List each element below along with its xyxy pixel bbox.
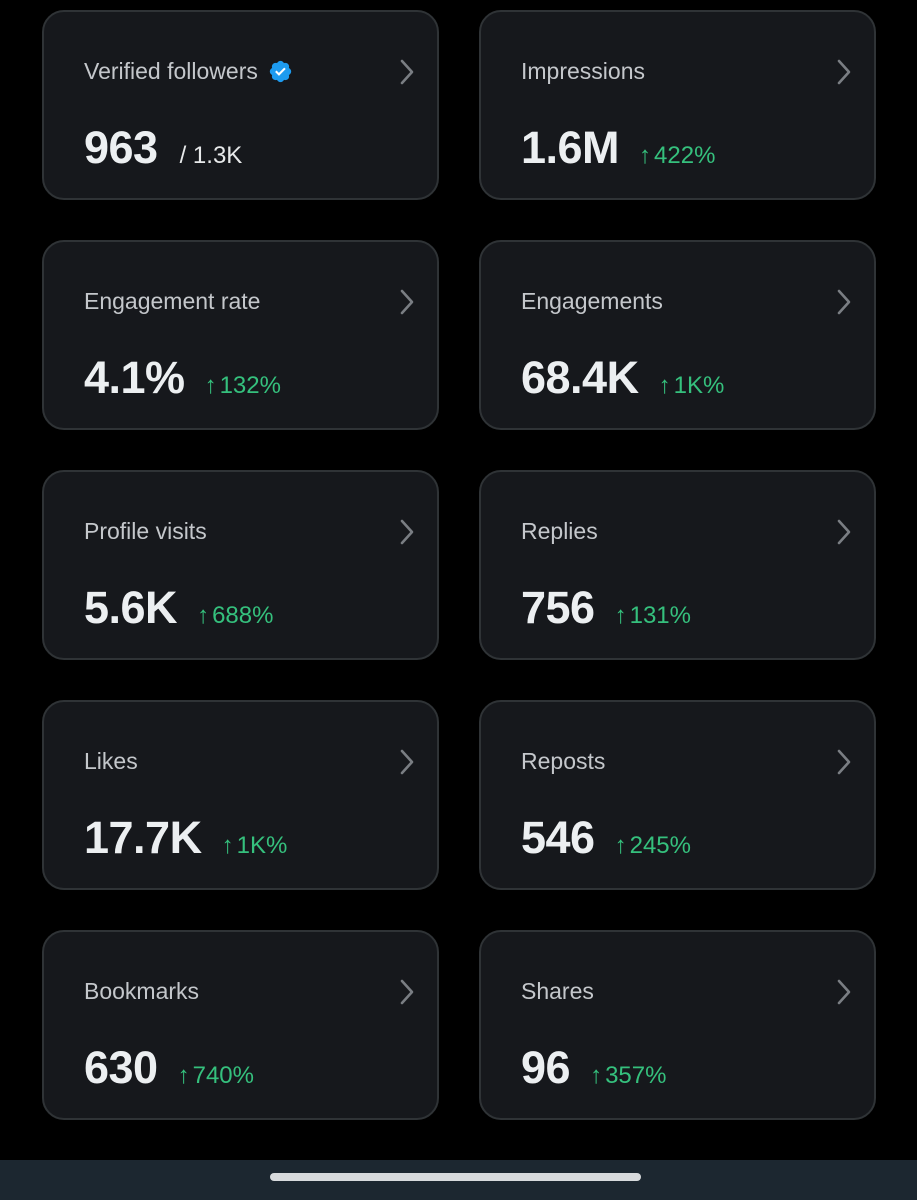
card-reposts[interactable]: Reposts 546 ↑ 245%	[479, 700, 876, 890]
card-title: Shares	[521, 978, 594, 1005]
card-title: Impressions	[521, 58, 645, 85]
home-indicator[interactable]	[270, 1173, 641, 1181]
arrow-up-icon: ↑	[639, 142, 652, 169]
arrow-up-icon: ↑	[590, 1062, 603, 1089]
card-value-row: 68.4K ↑ 1K%	[521, 352, 724, 404]
card-value: 68.4K	[521, 352, 639, 403]
card-value: 17.7K	[84, 812, 202, 863]
card-value-row: 1.6M ↑ 422%	[521, 122, 715, 174]
card-title-label: Profile visits	[84, 518, 207, 544]
card-likes[interactable]: Likes 17.7K ↑ 1K%	[42, 700, 439, 890]
card-change-value: 1K%	[673, 372, 725, 399]
card-value: 5.6K	[84, 582, 178, 633]
card-title-label: Replies	[521, 518, 598, 544]
card-change-value: 422%	[654, 142, 716, 169]
card-title-label: Reposts	[521, 748, 606, 774]
chevron-right-icon	[397, 748, 417, 776]
card-title-label: Bookmarks	[84, 978, 200, 1004]
card-value-row: 756 ↑ 131%	[521, 582, 691, 634]
card-title-label: Engagements	[521, 288, 663, 314]
card-change: ↑ 245%	[615, 832, 691, 860]
card-title: Engagements	[521, 288, 663, 315]
card-change: ↑ 740%	[178, 1062, 254, 1090]
card-title: Verified followers	[84, 58, 293, 85]
card-title: Replies	[521, 518, 598, 545]
arrow-up-icon: ↑	[197, 602, 210, 629]
card-title: Bookmarks	[84, 978, 199, 1005]
card-engagements[interactable]: Engagements 68.4K ↑ 1K%	[479, 240, 876, 430]
chevron-right-icon	[834, 518, 854, 546]
card-value: 96	[521, 1042, 571, 1093]
arrow-up-icon: ↑	[177, 1062, 190, 1089]
card-replies[interactable]: Replies 756 ↑ 131%	[479, 470, 876, 660]
card-change: ↑ 422%	[639, 142, 715, 170]
card-total: / 1.3K	[179, 142, 243, 169]
card-value-row: 546 ↑ 245%	[521, 812, 691, 864]
card-value: 546	[521, 812, 595, 863]
card-verified-followers[interactable]: Verified followers 963 / 1.3K	[42, 10, 439, 200]
card-change-value: 357%	[605, 1062, 667, 1089]
card-change-value: 132%	[219, 372, 281, 399]
chevron-right-icon	[397, 518, 417, 546]
card-value-row: 4.1% ↑ 132%	[84, 352, 281, 404]
card-change: ↑ 1K%	[222, 832, 288, 860]
card-title: Profile visits	[84, 518, 207, 545]
card-value-row: 963 / 1.3K	[84, 122, 242, 174]
card-change-value: 245%	[629, 832, 691, 859]
chevron-right-icon	[834, 58, 854, 86]
card-title-label: Verified followers	[84, 58, 258, 84]
card-title-label: Impressions	[521, 58, 645, 84]
arrow-up-icon: ↑	[658, 372, 671, 399]
card-shares[interactable]: Shares 96 ↑ 357%	[479, 930, 876, 1120]
system-navigation-bar	[0, 1160, 917, 1200]
chevron-right-icon	[397, 978, 417, 1006]
arrow-up-icon: ↑	[204, 372, 217, 399]
arrow-up-icon: ↑	[614, 832, 627, 859]
analytics-grid: Verified followers 963 / 1.3K Impression…	[42, 10, 876, 1120]
chevron-right-icon	[834, 748, 854, 776]
verified-badge-icon	[268, 59, 293, 84]
card-engagement-rate[interactable]: Engagement rate 4.1% ↑ 132%	[42, 240, 439, 430]
card-impressions[interactable]: Impressions 1.6M ↑ 422%	[479, 10, 876, 200]
card-change-value: 688%	[212, 602, 274, 629]
card-title: Engagement rate	[84, 288, 260, 315]
card-title-label: Engagement rate	[84, 288, 261, 314]
chevron-right-icon	[397, 288, 417, 316]
card-change-value: 740%	[192, 1062, 254, 1089]
card-change: ↑ 131%	[615, 602, 691, 630]
card-change: ↑ 688%	[197, 602, 273, 630]
card-value: 963	[84, 122, 158, 173]
card-value-row: 96 ↑ 357%	[521, 1042, 666, 1094]
card-title-label: Likes	[84, 748, 138, 774]
chevron-right-icon	[834, 978, 854, 1006]
card-profile-visits[interactable]: Profile visits 5.6K ↑ 688%	[42, 470, 439, 660]
card-value: 4.1%	[84, 352, 185, 403]
card-bookmarks[interactable]: Bookmarks 630 ↑ 740%	[42, 930, 439, 1120]
card-value: 630	[84, 1042, 158, 1093]
card-title-label: Shares	[521, 978, 594, 1004]
card-change-value: 131%	[629, 602, 691, 629]
card-change: ↑ 357%	[590, 1062, 666, 1090]
card-value: 756	[521, 582, 595, 633]
card-value: 1.6M	[521, 122, 620, 173]
card-change: ↑ 1K%	[659, 372, 725, 400]
card-change: ↑ 132%	[205, 372, 281, 400]
card-title: Reposts	[521, 748, 605, 775]
chevron-right-icon	[397, 58, 417, 86]
card-value-row: 630 ↑ 740%	[84, 1042, 254, 1094]
arrow-up-icon: ↑	[221, 832, 234, 859]
card-change-value: 1K%	[236, 832, 288, 859]
arrow-up-icon: ↑	[614, 602, 627, 629]
card-value-row: 5.6K ↑ 688%	[84, 582, 273, 634]
card-title: Likes	[84, 748, 138, 775]
chevron-right-icon	[834, 288, 854, 316]
card-value-row: 17.7K ↑ 1K%	[84, 812, 287, 864]
